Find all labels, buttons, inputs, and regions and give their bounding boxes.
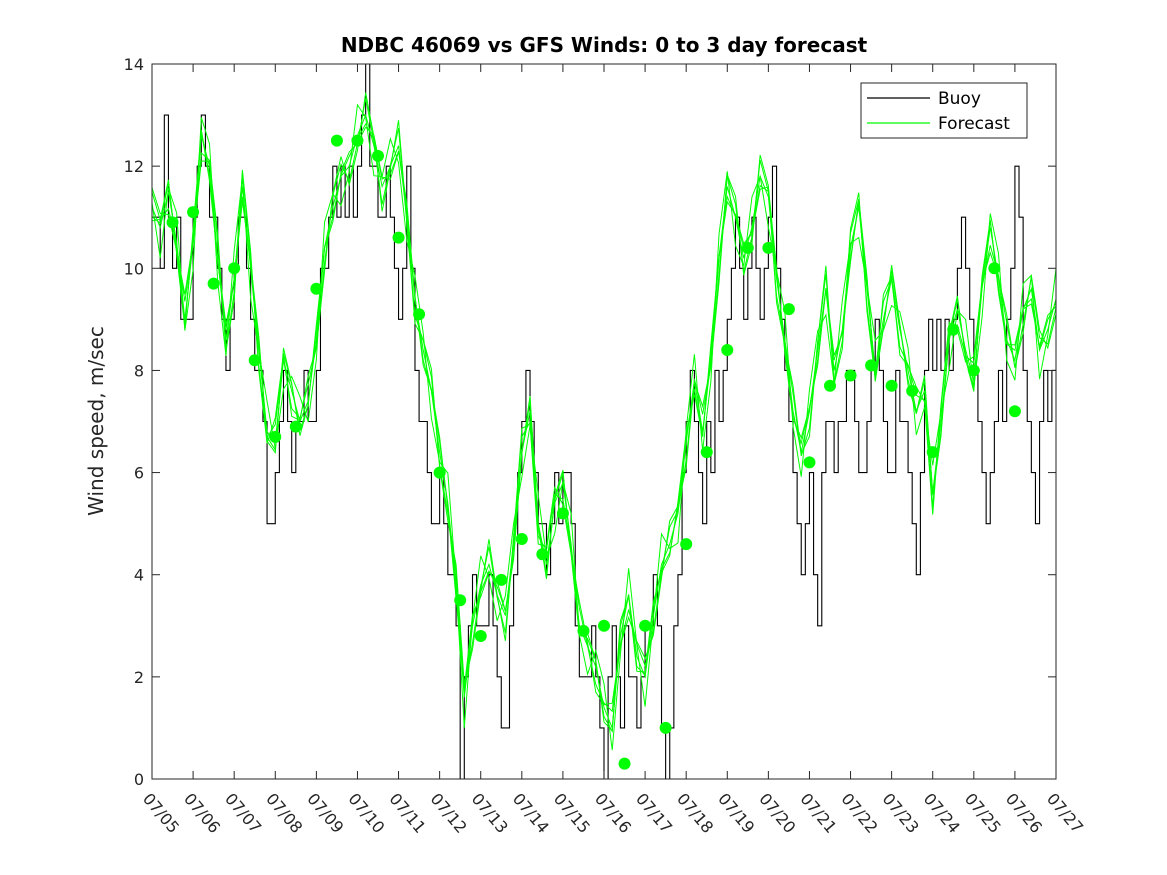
x-tick-label: 07/09 <box>303 789 347 837</box>
forecast-point <box>577 625 589 637</box>
forecast-point <box>413 308 425 320</box>
x-tick-label: 07/21 <box>796 789 840 837</box>
forecast-point <box>454 594 466 606</box>
x-tick-label: 07/16 <box>591 789 635 837</box>
y-tick-label: 4 <box>134 566 144 585</box>
x-tick-label: 07/13 <box>468 789 512 837</box>
x-tick-label: 07/22 <box>837 789 881 837</box>
forecast-point <box>331 135 343 147</box>
forecast-point <box>742 242 754 254</box>
forecast-point <box>783 303 795 315</box>
forecast-point <box>660 722 672 734</box>
forecast-point <box>228 262 240 274</box>
forecast-point <box>1009 405 1021 417</box>
forecast-point <box>167 216 179 228</box>
forecast-point <box>927 446 939 458</box>
chart-title: NDBC 46069 vs GFS Winds: 0 to 3 day fore… <box>341 33 868 57</box>
x-tick-label: 07/27 <box>1043 789 1087 837</box>
y-tick-label: 0 <box>134 770 144 789</box>
forecast-point <box>187 206 199 218</box>
forecast-point <box>988 262 1000 274</box>
forecast-point <box>310 283 322 295</box>
forecast-point <box>680 538 692 550</box>
forecast-point <box>762 242 774 254</box>
x-tick-label: 07/15 <box>550 789 594 837</box>
forecast-point <box>947 324 959 336</box>
forecast-point <box>701 446 713 458</box>
x-tick-label: 07/18 <box>673 789 717 837</box>
y-axis-label: Wind speed, m/sec <box>84 326 108 516</box>
x-tick-label: 07/11 <box>385 789 429 837</box>
forecast-point <box>845 370 857 382</box>
x-tick-label: 07/24 <box>920 789 964 837</box>
forecast-point <box>290 421 302 433</box>
y-tick-label: 2 <box>134 668 144 687</box>
y-tick-label: 8 <box>134 361 144 380</box>
x-tick-label: 07/10 <box>344 789 388 837</box>
x-tick-label: 07/07 <box>221 789 265 837</box>
forecast-point <box>619 758 631 770</box>
forecast-point <box>372 150 384 162</box>
forecast-point <box>803 456 815 468</box>
forecast-point <box>269 431 281 443</box>
forecast-point <box>495 574 507 586</box>
x-tick-label: 07/20 <box>755 789 799 837</box>
y-tick-label: 12 <box>124 157 144 176</box>
forecast-point <box>968 364 980 376</box>
forecast-point <box>208 278 220 290</box>
forecast-point <box>536 548 548 560</box>
forecast-point <box>865 359 877 371</box>
x-tick-label: 07/26 <box>1002 789 1046 837</box>
forecast-point <box>886 380 898 392</box>
forecast-point <box>598 620 610 632</box>
x-tick-label: 07/12 <box>427 789 471 837</box>
legend: Buoy Forecast <box>861 83 1027 138</box>
legend-forecast-label: Forecast <box>938 114 1010 134</box>
x-tick-label: 07/06 <box>180 789 224 837</box>
y-tick-label: 14 <box>124 55 144 74</box>
y-tick-label: 10 <box>124 259 144 278</box>
forecast-point <box>639 620 651 632</box>
forecast-point <box>434 467 446 479</box>
y-tick-label: 6 <box>134 464 144 483</box>
x-tick-label: 07/08 <box>262 789 306 837</box>
forecast-point <box>393 232 405 244</box>
forecast-point <box>824 380 836 392</box>
forecast-point <box>351 135 363 147</box>
x-tick-label: 07/19 <box>714 789 758 837</box>
x-tick-label: 07/05 <box>139 789 183 837</box>
forecast-point <box>249 354 261 366</box>
forecast-point <box>557 507 569 519</box>
x-tick-label: 07/14 <box>509 789 553 837</box>
forecast-point <box>475 630 487 642</box>
x-tick-label: 07/17 <box>632 789 676 837</box>
forecast-point <box>721 344 733 356</box>
forecast-point <box>906 385 918 397</box>
forecast-point <box>516 533 528 545</box>
x-tick-label: 07/25 <box>961 789 1005 837</box>
x-tick-label: 07/23 <box>879 789 923 837</box>
legend-buoy-label: Buoy <box>938 89 981 109</box>
